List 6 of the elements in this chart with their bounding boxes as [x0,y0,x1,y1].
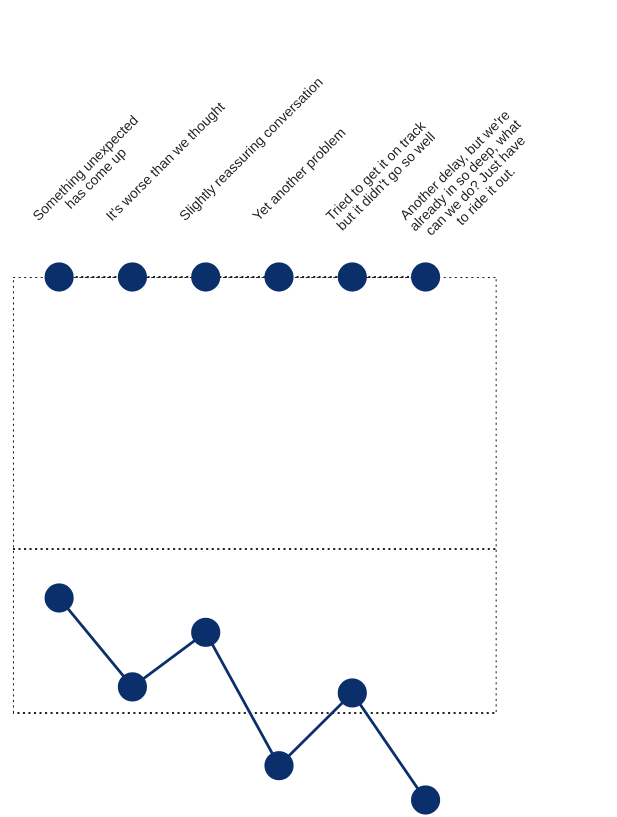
point [338,678,367,708]
point [191,618,220,647]
point [411,785,440,815]
point [118,672,148,702]
point [264,751,294,780]
point [44,583,74,613]
